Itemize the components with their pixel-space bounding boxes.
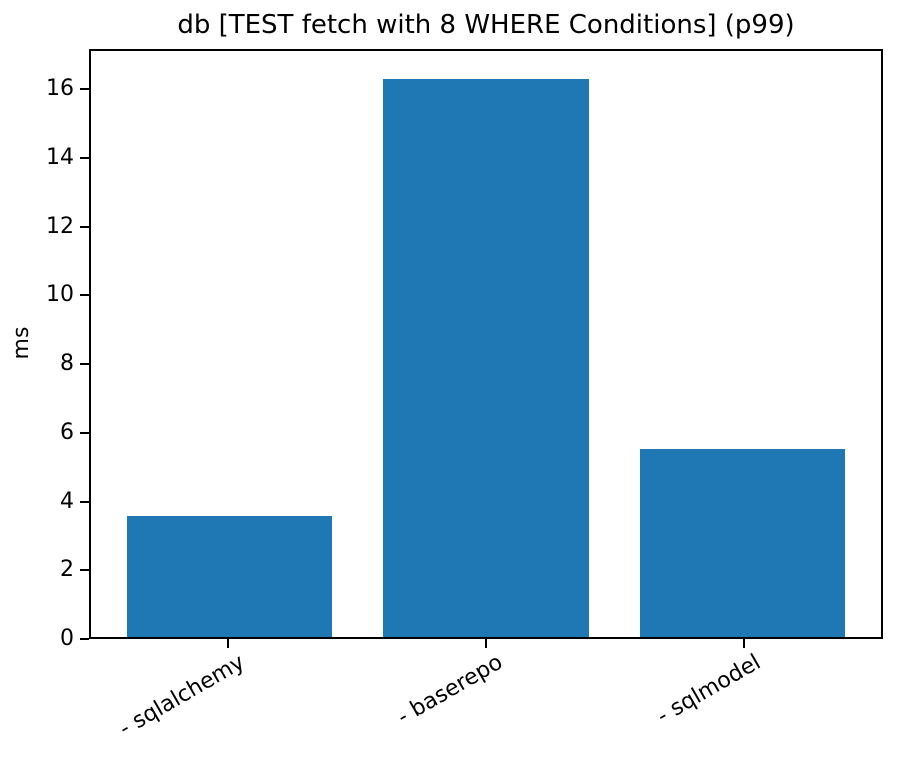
y-tick-mark	[80, 638, 89, 640]
y-tick-label: 8	[60, 351, 74, 377]
bar-2	[383, 79, 589, 637]
y-tick-mark	[80, 569, 89, 572]
plot-area	[89, 49, 883, 639]
y-tick-mark	[80, 431, 89, 434]
y-tick-mark	[80, 500, 89, 503]
y-tick-mark	[80, 156, 89, 159]
y-tick-mark	[80, 88, 89, 91]
y-tick-mark	[80, 363, 89, 366]
y-tick-label: 12	[46, 213, 74, 239]
x-category-label: - sqlmodel	[652, 649, 765, 730]
y-tick-mark	[80, 225, 89, 228]
y-tick-mark	[80, 294, 89, 297]
x-tick-mark	[227, 639, 230, 648]
x-tick-mark	[485, 639, 487, 648]
y-tick-label: 14	[46, 144, 74, 170]
x-category-label: - sqlalchemy	[115, 649, 250, 742]
y-tick-label: 2	[60, 557, 74, 583]
y-tick-label: 6	[60, 419, 74, 445]
bar-1	[126, 515, 333, 637]
chart-title: db [TEST fetch with 8 WHERE Conditions] …	[177, 10, 795, 40]
bar-3	[639, 448, 846, 637]
x-category-label: - baserepo	[393, 649, 507, 730]
y-tick-label: 16	[46, 76, 74, 102]
y-tick-label: 4	[60, 488, 74, 514]
y-tick-label: 10	[46, 282, 74, 308]
y-tick-label: 0	[60, 626, 74, 651]
x-tick-mark	[742, 639, 745, 648]
